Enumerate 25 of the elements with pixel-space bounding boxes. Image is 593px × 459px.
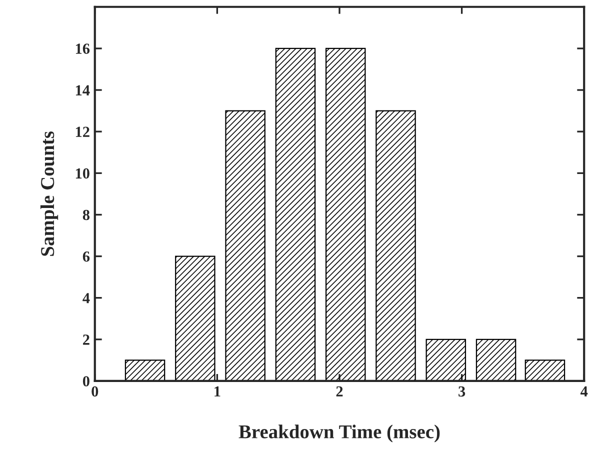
- x-tick-label: 3: [458, 386, 466, 397]
- bar: [325, 48, 366, 381]
- bar: [476, 338, 516, 381]
- bar: [426, 338, 466, 381]
- y-tick-label: 12: [76, 126, 90, 137]
- y-axis-title: Sample Counts: [40, 131, 58, 256]
- y-tick-label: 4: [82, 293, 90, 304]
- bar: [175, 256, 216, 381]
- y-tick-label: 2: [83, 334, 90, 345]
- y-tick-label: 14: [76, 85, 90, 96]
- y-tick-label: 8: [82, 210, 90, 220]
- x-tick-label: 2: [336, 386, 343, 396]
- bar: [124, 360, 166, 381]
- bar: [275, 48, 316, 381]
- bar: [524, 360, 566, 381]
- x-tick-label: 4: [580, 386, 588, 396]
- bar: [376, 110, 416, 381]
- y-tick-label: 0: [82, 376, 90, 386]
- x-tick-label: 0: [92, 386, 98, 397]
- x-axis-title: Breakdown Time (msec): [238, 424, 440, 442]
- y-tick-label: 6: [82, 251, 90, 262]
- y-tick-label: 16: [76, 44, 90, 54]
- bar: [225, 110, 266, 381]
- y-tick-label: 10: [76, 168, 90, 179]
- x-tick-label: 1: [214, 386, 220, 396]
